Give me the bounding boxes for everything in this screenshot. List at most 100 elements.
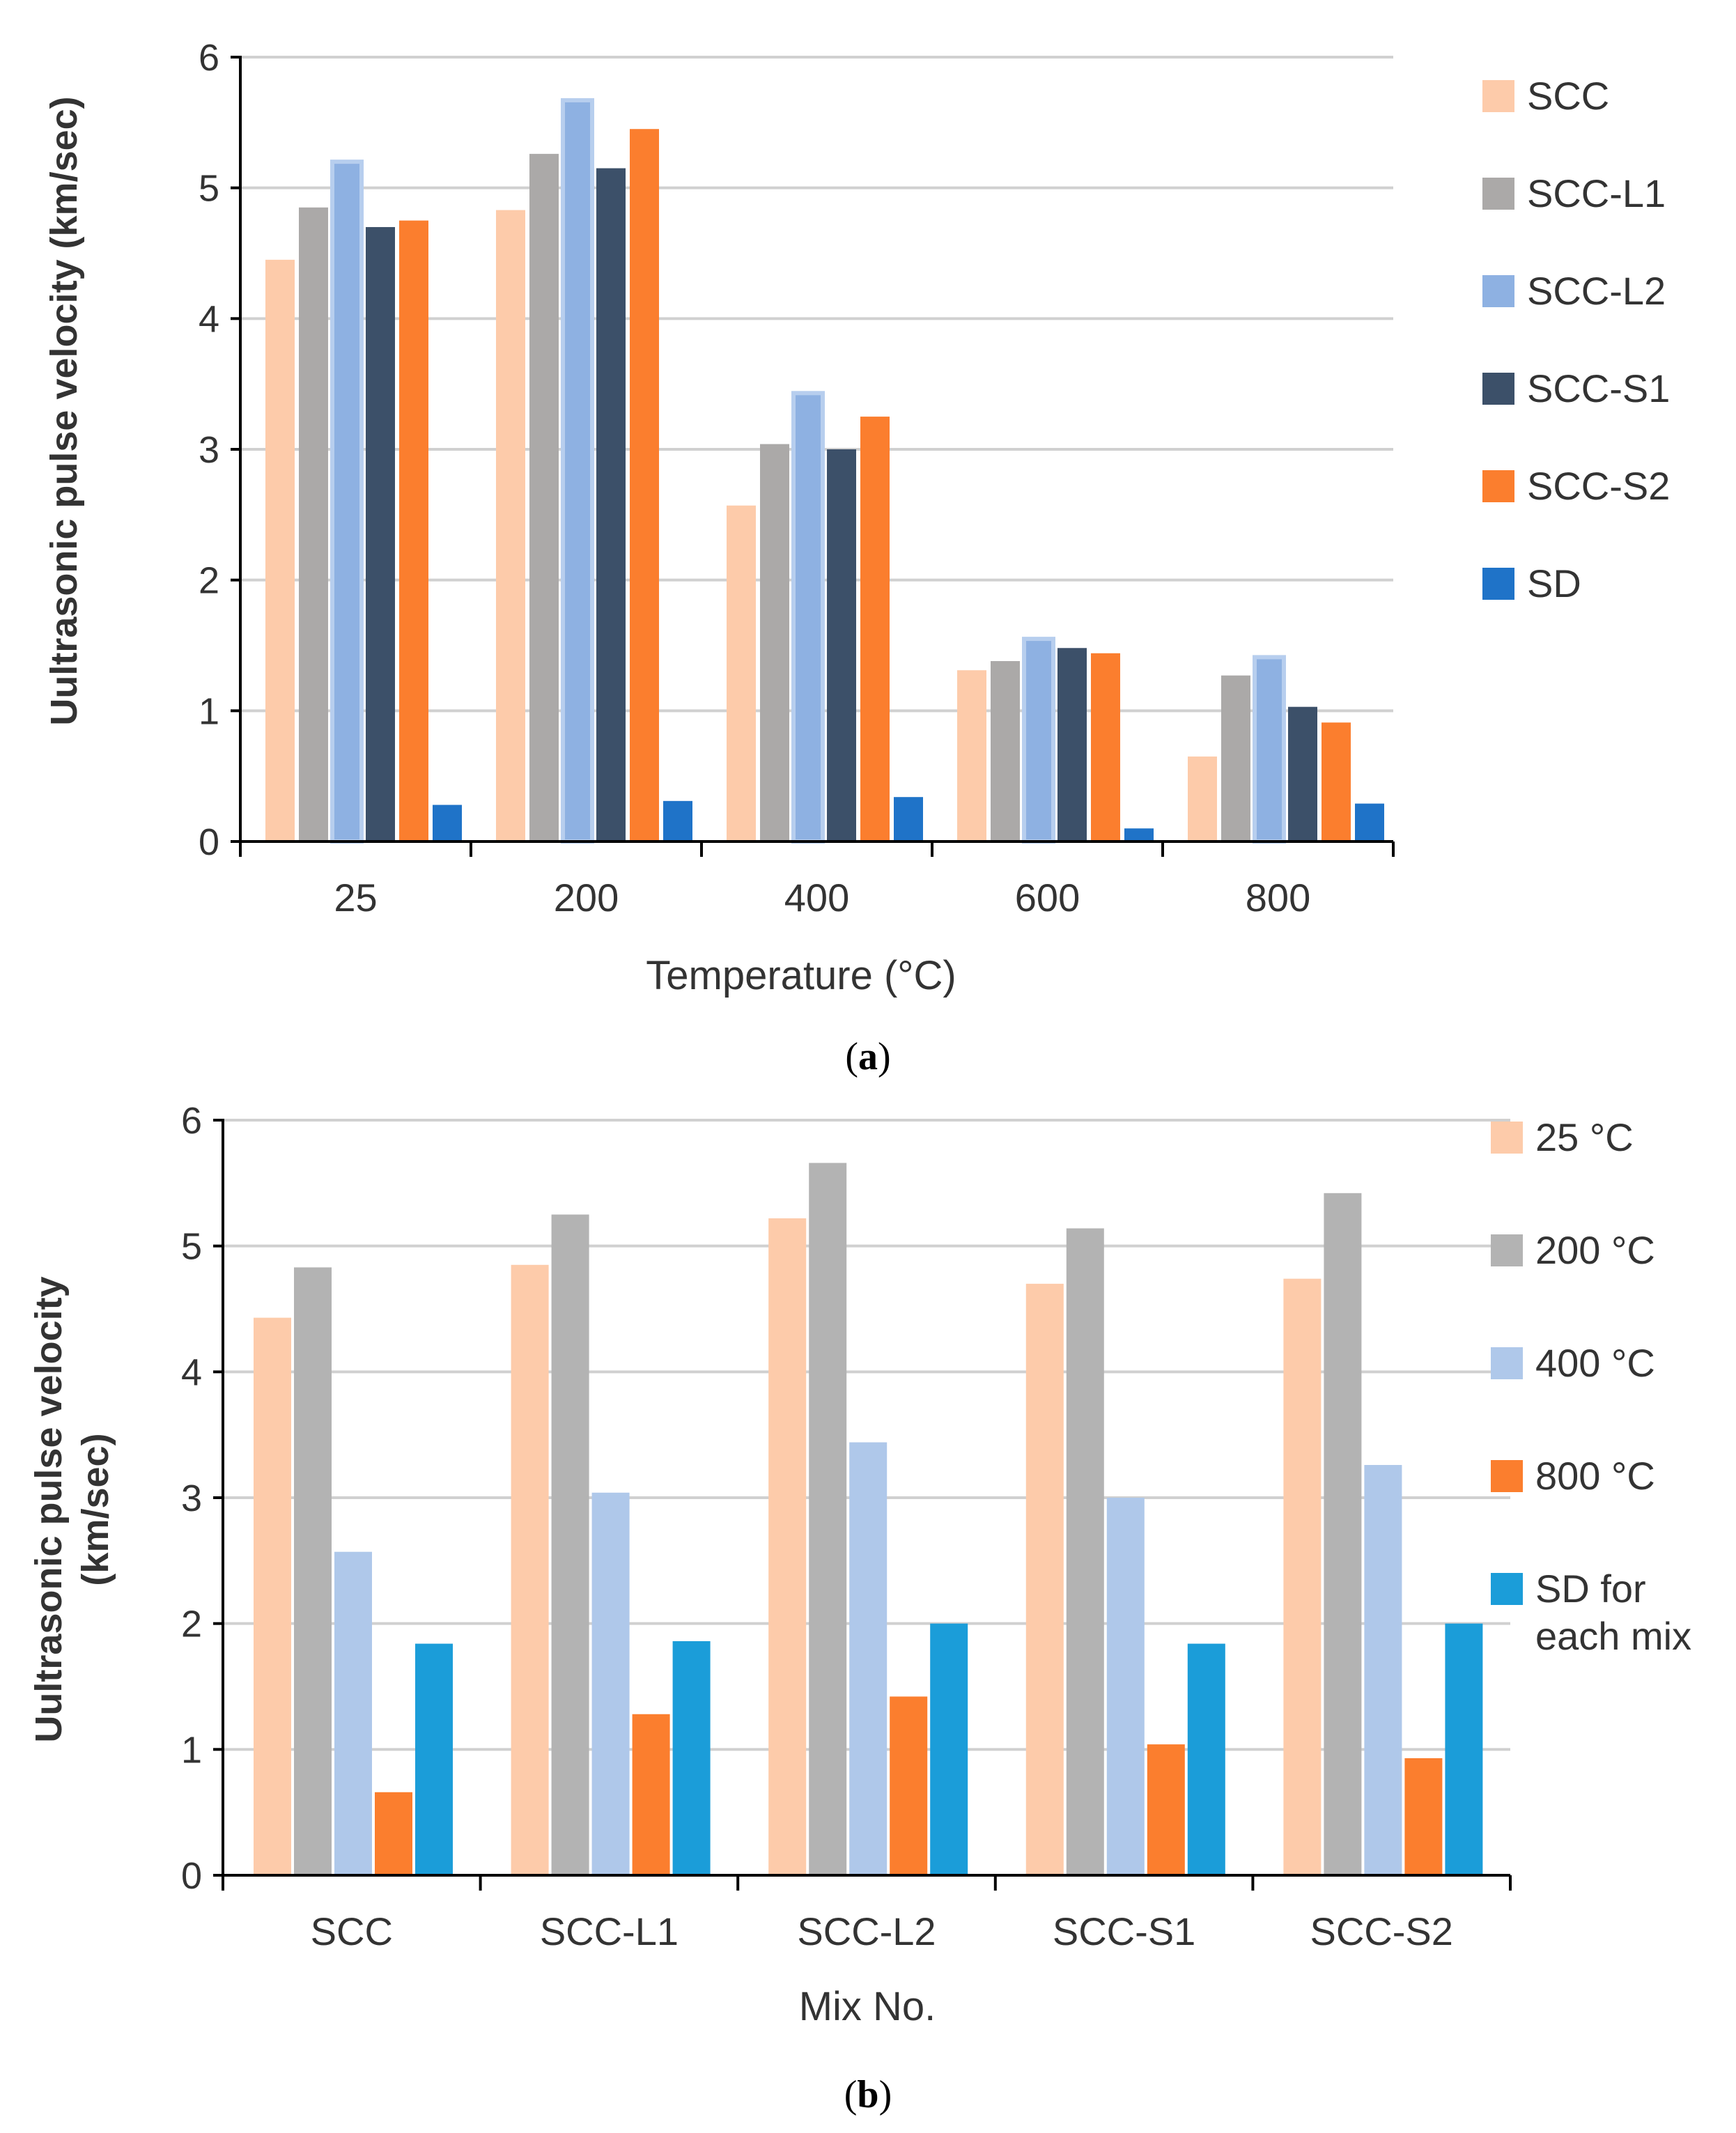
bar: [630, 129, 659, 841]
bar: [1283, 1278, 1322, 1875]
y-axis-title: Uultrasonic pulse velocity (km/sec): [43, 96, 85, 725]
bar: [890, 1696, 928, 1875]
bar: [1324, 1193, 1362, 1875]
bar: [849, 1442, 888, 1875]
bar: [991, 661, 1020, 841]
legend-label: SD: [1527, 561, 1581, 605]
x-tick-label: 800: [1246, 876, 1310, 920]
y-tick-label: 5: [181, 1226, 202, 1268]
y-tick-label: 4: [181, 1351, 202, 1393]
y-tick-label: 1: [199, 690, 219, 732]
bar: [1022, 637, 1055, 844]
legend-swatch: [1491, 1573, 1523, 1605]
y-tick-label: 1: [181, 1729, 202, 1771]
bar: [957, 670, 986, 841]
bar: [496, 210, 525, 841]
y-tick-label: 0: [199, 821, 219, 863]
legend-swatch: [1491, 1460, 1523, 1492]
bar: [727, 505, 756, 841]
bar: [561, 98, 594, 844]
y-axis-title-line-1: Uultrasonic pulse velocity: [28, 1276, 70, 1742]
legend-label: SCC: [1527, 74, 1609, 118]
bar: [330, 160, 364, 844]
x-tick-label: SCC-S2: [1310, 1909, 1453, 1953]
bar: [1124, 828, 1154, 841]
legend-swatch: [1491, 1347, 1523, 1379]
legend-label: 800 °C: [1535, 1454, 1655, 1498]
legend: SCC SCC-L1 SCC-L2 SCC-S1 SCC-S2 SD: [1482, 74, 1670, 605]
bar: [1091, 653, 1120, 841]
bar: [672, 1641, 711, 1875]
x-tick-labels: SCC SCC-L1 SCC-L2 SCC-S1 SCC-S2: [311, 1909, 1453, 1953]
y-tick-label: 3: [199, 429, 219, 471]
y-tick-label: 2: [181, 1604, 202, 1645]
bar: [930, 1623, 968, 1875]
x-tick-label: SCC-L1: [540, 1909, 679, 1953]
bar: [1364, 1465, 1402, 1875]
x-axis-title: Temperature (°C): [646, 953, 956, 998]
bar: [768, 1218, 807, 1875]
y-tick-label: 2: [199, 560, 219, 602]
bar: [760, 444, 789, 841]
bar: [415, 1643, 453, 1875]
legend-swatch: [1482, 80, 1514, 112]
bar: [334, 1551, 372, 1875]
bar: [1066, 1228, 1104, 1875]
bar: [827, 449, 856, 841]
bar: [294, 1267, 332, 1875]
y-tick-label: 5: [199, 168, 219, 210]
bar: [1147, 1744, 1185, 1875]
x-tick-label: SCC-S1: [1053, 1909, 1195, 1953]
y-tick-labels: 0 1 2 3 4 5 6: [181, 1100, 202, 1897]
bar: [299, 207, 328, 842]
bar: [1322, 722, 1351, 841]
bar: [860, 417, 890, 841]
legend-label: SCC-S2: [1527, 464, 1670, 508]
panel-label: b: [857, 2073, 878, 2116]
x-tick-label: 25: [334, 876, 377, 920]
bar: [399, 220, 428, 841]
legend-label: SCC-S1: [1527, 366, 1670, 410]
x-tick-label: SCC-L2: [797, 1909, 936, 1953]
bar: [1445, 1623, 1483, 1875]
y-tick-label: 0: [181, 1855, 202, 1897]
bar: [791, 391, 825, 844]
legend-label: 400 °C: [1535, 1341, 1655, 1385]
legend-label: SD for: [1535, 1567, 1646, 1611]
y-axis-title-line-2: (km/sec): [75, 1433, 116, 1585]
bar: [1188, 757, 1217, 841]
bar: [1404, 1758, 1443, 1875]
bar: [596, 168, 626, 841]
bar: [1221, 675, 1250, 841]
x-tick-labels: 25 200 400 600 800: [334, 876, 1310, 920]
legend-label: SCC-L2: [1527, 269, 1666, 313]
bar: [265, 259, 295, 842]
bar: [1025, 1283, 1064, 1875]
bar: [809, 1163, 847, 1875]
bar: [894, 797, 923, 841]
legend-label: SCC-L1: [1527, 171, 1666, 215]
bar: [551, 1214, 589, 1875]
panel-caption-b: (b): [844, 2073, 892, 2116]
legend-swatch: [1491, 1234, 1523, 1266]
y-tick-label: 4: [199, 298, 219, 340]
legend-swatch: [1482, 373, 1514, 405]
panel-caption-a: (a): [845, 1035, 890, 1078]
bar: [1187, 1643, 1225, 1875]
legend-swatch: [1491, 1122, 1523, 1154]
y-tick-label: 3: [181, 1477, 202, 1519]
chart-panel-b: 0 1 2 3 4 5 6 SCC SCC-L1 SCC-L2 SCC-S1 SCC-S2 Mix …: [28, 1100, 1691, 2116]
legend-swatch: [1482, 470, 1514, 502]
x-tick-label: 200: [554, 876, 619, 920]
bar: [1355, 803, 1384, 841]
y-tick-labels: 0 1 2 3 4 5 6: [199, 37, 219, 863]
bar: [632, 1714, 670, 1875]
bar: [529, 153, 559, 841]
axes: [213, 1119, 1512, 1891]
bar: [375, 1792, 412, 1875]
y-tick-label: 6: [181, 1100, 202, 1142]
legend-swatch: [1482, 275, 1514, 307]
